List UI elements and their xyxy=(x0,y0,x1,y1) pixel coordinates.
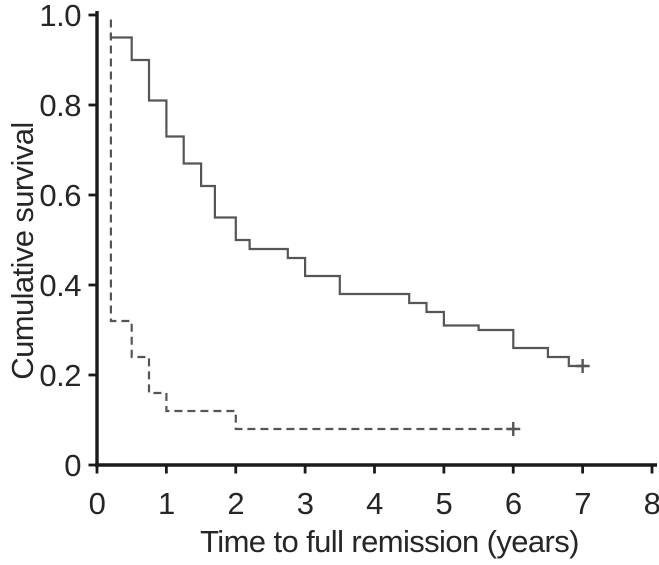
x-tick-label: 3 xyxy=(297,486,314,521)
y-tick-label: 0.4 xyxy=(39,268,81,303)
x-tick-label: 0 xyxy=(89,486,106,521)
x-tick-label: 6 xyxy=(505,486,522,521)
y-tick-label: 0.6 xyxy=(39,178,81,213)
censor-plus-mark xyxy=(575,359,590,373)
x-tick-label: 7 xyxy=(574,486,591,521)
x-tick-label: 1 xyxy=(158,486,175,521)
lower-dashed-curve xyxy=(109,19,517,431)
y-tick-label: 0.8 xyxy=(39,88,81,123)
y-tick-label: 1.0 xyxy=(39,0,81,33)
upper-solid-curve xyxy=(109,33,587,368)
x-tick-label: 2 xyxy=(227,486,244,521)
y-tick-label: 0 xyxy=(64,448,81,483)
x-tick-label: 8 xyxy=(644,486,659,521)
y-axis-title: Cumulative survival xyxy=(5,122,40,380)
y-tick-label: 0.2 xyxy=(39,358,81,393)
x-tick-label: 4 xyxy=(366,486,383,521)
x-tick-label: 5 xyxy=(436,486,453,521)
censor-plus-mark xyxy=(506,422,521,436)
x-axis-title: Time to full remission (years) xyxy=(200,524,579,559)
